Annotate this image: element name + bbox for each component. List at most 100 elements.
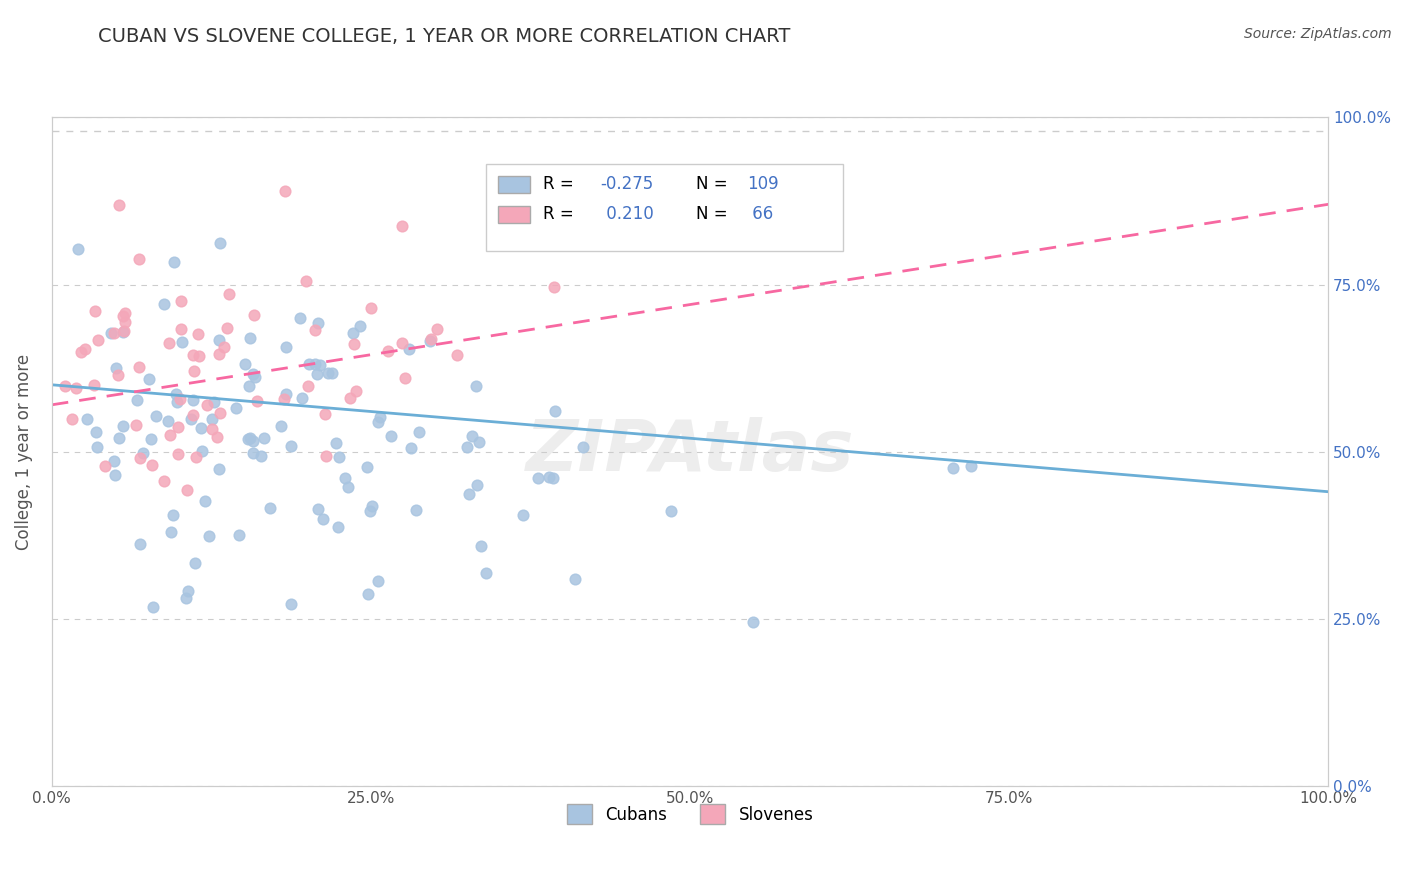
Point	[166, 395, 188, 409]
Point	[139, 432, 162, 446]
Point	[418, 334, 440, 348]
Point	[170, 322, 193, 336]
Point	[111, 325, 134, 339]
Point	[543, 471, 565, 485]
Text: 66: 66	[748, 205, 773, 223]
Point	[253, 431, 276, 445]
Point	[111, 418, 134, 433]
Point	[465, 478, 488, 492]
Point	[114, 324, 136, 338]
Point	[359, 503, 381, 517]
Point	[66, 242, 89, 256]
Point	[70, 344, 93, 359]
Point	[280, 439, 302, 453]
Point	[170, 334, 193, 349]
Text: Source: ZipAtlas.com: Source: ZipAtlas.com	[1244, 27, 1392, 41]
Point	[344, 384, 367, 398]
Point	[538, 469, 561, 483]
Point	[177, 584, 200, 599]
Point	[309, 359, 332, 373]
Point	[73, 342, 96, 356]
Point	[128, 537, 150, 551]
Point	[153, 474, 176, 488]
Point	[426, 322, 449, 336]
Point	[543, 279, 565, 293]
Point	[160, 524, 183, 539]
Point	[312, 512, 335, 526]
Point	[339, 391, 361, 405]
Point	[544, 404, 567, 418]
Point	[145, 409, 167, 423]
Point	[470, 540, 492, 554]
Point	[104, 468, 127, 483]
Point	[129, 451, 152, 466]
Point	[297, 378, 319, 392]
Text: 109: 109	[748, 175, 779, 194]
Point	[238, 379, 260, 393]
Point	[76, 412, 98, 426]
Point	[191, 443, 214, 458]
Point	[328, 450, 350, 465]
Text: 0.210: 0.210	[600, 205, 654, 223]
Point	[132, 446, 155, 460]
Point	[181, 348, 204, 362]
Point	[304, 357, 326, 371]
Point	[53, 379, 76, 393]
Point	[273, 392, 295, 406]
Point	[138, 372, 160, 386]
Point	[512, 508, 534, 523]
Point	[326, 520, 349, 534]
Point	[201, 422, 224, 436]
Point	[169, 392, 191, 406]
Point	[167, 419, 190, 434]
Point	[391, 219, 413, 234]
Point	[201, 412, 224, 426]
Point	[157, 336, 180, 351]
Text: CUBAN VS SLOVENE COLLEGE, 1 YEAR OR MORE CORRELATION CHART: CUBAN VS SLOVENE COLLEGE, 1 YEAR OR MORE…	[98, 27, 790, 45]
Point	[342, 326, 364, 340]
Point	[114, 315, 136, 329]
Point	[208, 236, 231, 251]
Point	[198, 529, 221, 543]
Point	[270, 418, 292, 433]
Point	[274, 339, 297, 353]
Point	[242, 434, 264, 448]
Point	[112, 309, 135, 323]
Point	[242, 446, 264, 460]
Point	[202, 395, 225, 409]
Point	[142, 599, 165, 614]
Y-axis label: College, 1 year or more: College, 1 year or more	[15, 353, 32, 549]
Point	[391, 336, 413, 351]
Point	[398, 342, 420, 356]
FancyBboxPatch shape	[499, 176, 530, 193]
Point	[468, 434, 491, 449]
Point	[446, 347, 468, 361]
Point	[214, 340, 236, 354]
Point	[236, 432, 259, 446]
Point	[239, 331, 262, 345]
Point	[474, 566, 496, 581]
Point	[280, 597, 302, 611]
Point	[307, 316, 329, 330]
Point	[167, 447, 190, 461]
Point	[180, 412, 202, 426]
Point	[367, 574, 389, 589]
Point	[107, 368, 129, 383]
FancyBboxPatch shape	[485, 164, 844, 252]
Point	[243, 309, 266, 323]
Text: N =: N =	[696, 205, 733, 223]
Point	[245, 370, 267, 384]
Point	[208, 346, 231, 360]
Point	[942, 460, 965, 475]
Point	[420, 333, 443, 347]
Point	[181, 408, 204, 422]
Point	[187, 327, 209, 342]
Point	[183, 393, 205, 408]
Point	[315, 449, 337, 463]
Point	[186, 450, 208, 464]
Point	[176, 483, 198, 497]
Point	[86, 441, 108, 455]
Point	[628, 208, 651, 222]
Point	[217, 321, 239, 335]
Point	[83, 377, 105, 392]
